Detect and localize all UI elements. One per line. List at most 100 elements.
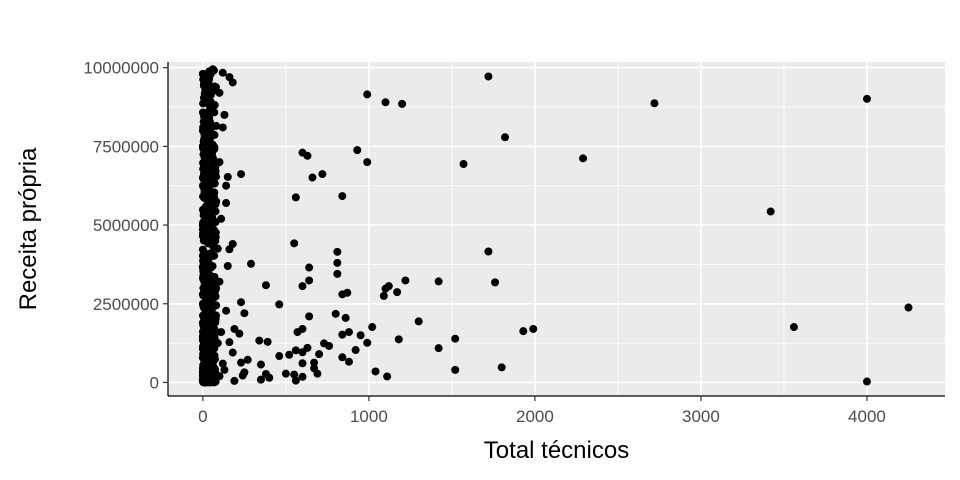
data-point: [275, 300, 284, 309]
data-point: [206, 308, 215, 317]
data-point: [383, 372, 392, 381]
data-point: [344, 328, 353, 337]
y-tick-label: 7500000: [93, 137, 159, 156]
data-point: [204, 258, 213, 267]
data-point: [225, 338, 234, 347]
data-point: [351, 346, 360, 355]
data-point: [256, 360, 265, 369]
data-point: [202, 235, 211, 244]
data-point: [199, 79, 208, 88]
data-point: [333, 247, 342, 256]
data-point: [285, 350, 294, 359]
data-point: [579, 154, 588, 163]
data-point: [434, 344, 443, 353]
data-point: [206, 223, 215, 232]
data-point: [220, 365, 229, 374]
x-tick-label: 0: [198, 407, 207, 426]
axis-lines: [167, 62, 945, 397]
data-point: [222, 199, 231, 208]
y-tick-label: 5000000: [93, 216, 159, 235]
data-point: [206, 97, 215, 106]
x-tick-label: 2000: [516, 407, 554, 426]
data-point: [363, 338, 372, 347]
data-point: [237, 298, 246, 307]
data-point: [862, 94, 871, 103]
data-point: [199, 125, 208, 134]
data-point: [210, 143, 219, 152]
data-point: [211, 86, 220, 95]
data-point: [356, 331, 365, 340]
data-point: [298, 282, 307, 291]
data-point: [198, 245, 207, 254]
data-point: [228, 348, 237, 357]
data-point: [766, 207, 775, 216]
data-point: [199, 211, 208, 220]
data-point: [199, 266, 208, 275]
data-point: [199, 229, 208, 238]
data-point: [201, 275, 210, 284]
data-point: [207, 123, 216, 132]
data-point: [199, 137, 208, 146]
data-point: [325, 341, 334, 350]
data-point: [308, 173, 317, 182]
data-point: [451, 365, 460, 374]
data-point: [291, 346, 300, 355]
data-point: [291, 376, 300, 385]
data-point: [211, 314, 220, 323]
y-axis-title: Receita própria: [15, 147, 42, 310]
data-point: [331, 309, 340, 318]
data-point: [398, 99, 407, 108]
data-point: [223, 172, 232, 181]
data-point: [230, 376, 239, 385]
data-point: [491, 278, 500, 287]
data-point: [240, 309, 249, 318]
data-point: [208, 292, 217, 301]
data-point: [199, 93, 208, 102]
data-point: [298, 348, 307, 357]
data-point: [202, 109, 211, 118]
data-point: [243, 355, 252, 364]
data-point: [198, 181, 207, 190]
x-axis-title: Total técnicos: [484, 437, 629, 464]
data-point: [862, 377, 871, 386]
data-point: [218, 123, 227, 132]
data-point: [338, 353, 347, 362]
data-point: [199, 150, 208, 159]
data-point: [202, 328, 211, 337]
plot-panel: [168, 62, 945, 396]
data-point: [381, 284, 390, 293]
data-point: [338, 330, 347, 339]
x-tick-label: 4000: [848, 407, 886, 426]
data-point: [363, 158, 372, 167]
data-point: [200, 378, 209, 387]
data-point: [305, 312, 314, 321]
data-point: [200, 340, 209, 349]
data-point: [205, 184, 214, 193]
data-point: [247, 259, 256, 268]
data-point: [333, 269, 342, 278]
data-point: [363, 90, 372, 99]
data-point: [293, 328, 302, 337]
data-point: [210, 279, 219, 288]
data-point: [281, 369, 290, 378]
data-point: [199, 321, 208, 330]
data-point: [261, 281, 270, 290]
data-point: [459, 159, 468, 168]
data-point: [318, 170, 327, 179]
data-point: [368, 323, 377, 332]
data-point: [220, 110, 229, 119]
data-point: [198, 290, 207, 299]
data-point: [204, 357, 213, 366]
data-points: [198, 65, 913, 387]
data-point: [315, 350, 324, 359]
data-point: [401, 276, 410, 285]
data-point: [205, 153, 214, 162]
data-point: [484, 247, 493, 256]
x-tick-label: 1000: [350, 407, 388, 426]
data-point: [305, 263, 314, 272]
data-point: [265, 373, 274, 382]
data-point: [230, 324, 239, 333]
data-point: [225, 245, 234, 254]
data-point: [263, 337, 272, 346]
